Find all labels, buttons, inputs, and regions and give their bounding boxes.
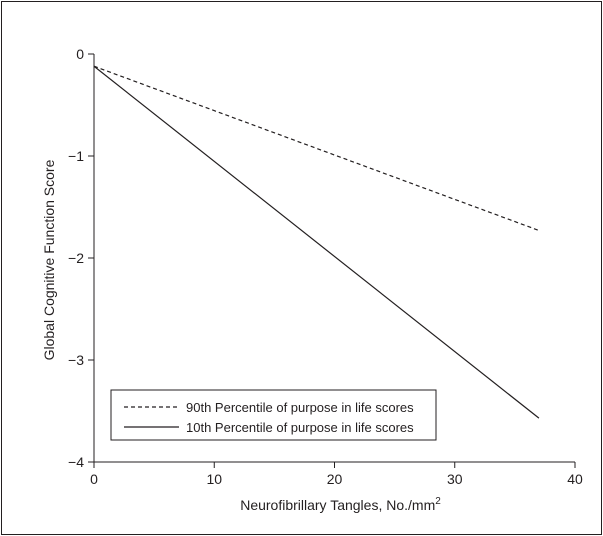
y-axis-label: Global Cognitive Function Score xyxy=(41,159,57,360)
x-tick-label: 30 xyxy=(447,471,463,487)
y-tick-label: −4 xyxy=(68,454,84,470)
x-ticks: 0 10 20 30 40 xyxy=(90,462,583,487)
legend-label-2: 10th Percentile of purpose in life score… xyxy=(186,420,414,435)
x-tick-label: 0 xyxy=(90,471,98,487)
x-tick-label: 40 xyxy=(567,471,583,487)
series-line-2 xyxy=(93,65,540,419)
legend-box xyxy=(110,389,437,441)
x-axis-label-superscript: 2 xyxy=(435,496,441,507)
x-axis-label-main: Neurofibrillary Tangles, No./mm xyxy=(240,497,435,513)
y-tick-label: −1 xyxy=(68,148,84,164)
y-ticks: 0 −1 −2 −3 −4 xyxy=(68,46,94,470)
y-tick-label: −2 xyxy=(68,250,84,266)
x-axis-label: Neurofibrillary Tangles, No./mm2 xyxy=(240,496,441,513)
x-tick-label: 20 xyxy=(327,471,343,487)
series-line-1 xyxy=(93,65,540,232)
legend: 90th Percentile of purpose in life score… xyxy=(110,389,437,441)
series-group xyxy=(93,65,540,419)
y-tick-label: −3 xyxy=(68,352,84,368)
x-tick-label: 10 xyxy=(206,471,222,487)
y-tick-label: 0 xyxy=(76,46,84,62)
legend-label-1: 90th Percentile of purpose in life score… xyxy=(186,400,414,415)
